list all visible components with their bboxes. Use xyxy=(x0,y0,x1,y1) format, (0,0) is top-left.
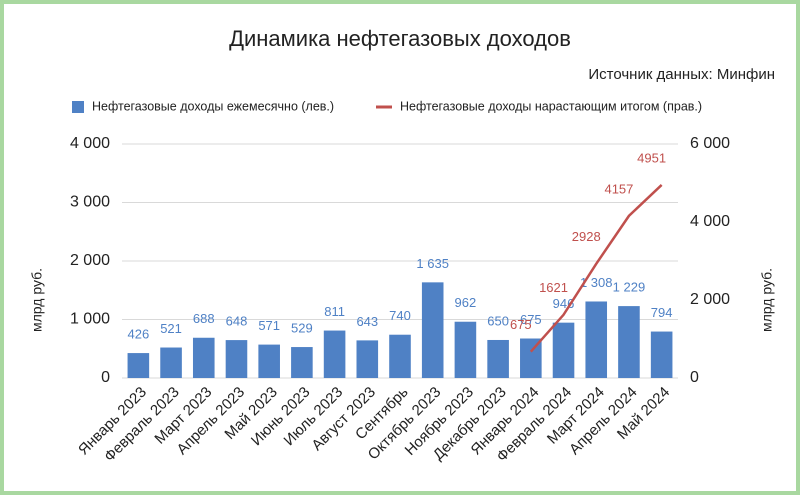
bar-value-label: 1 229 xyxy=(613,280,646,295)
bar xyxy=(650,331,673,378)
bar xyxy=(356,340,379,378)
bar-value-label: 675 xyxy=(520,312,542,327)
line-value-label: 4157 xyxy=(604,181,633,196)
y2-tick-label: 4 000 xyxy=(690,213,730,230)
y2-axis-label: млрд руб. xyxy=(759,268,775,332)
legend-label: Нефтегазовые доходы ежемесячно (лев.) xyxy=(92,99,334,113)
bar xyxy=(618,306,640,378)
line-value-label: 2928 xyxy=(572,229,601,244)
bar xyxy=(454,321,477,378)
bar-value-label: 529 xyxy=(291,320,313,335)
bar-value-label: 648 xyxy=(226,314,248,329)
line-value-label: 675 xyxy=(510,317,532,332)
bar xyxy=(421,282,444,378)
bar xyxy=(225,340,248,378)
y2-tick-label: 6 000 xyxy=(690,135,730,152)
bar xyxy=(160,347,182,378)
line-value-label: 4951 xyxy=(637,150,666,165)
y2-tick-label: 0 xyxy=(690,369,699,386)
bar-value-label: 426 xyxy=(128,327,150,342)
bar-value-label: 1 635 xyxy=(416,256,449,271)
y-tick-label: 2 000 xyxy=(70,252,110,269)
bar-value-label: 521 xyxy=(160,321,182,336)
bar xyxy=(323,330,346,378)
bar-value-label: 962 xyxy=(455,295,477,310)
bar xyxy=(258,344,280,378)
legend-label: Нефтегазовые доходы нарастающим итогом (… xyxy=(400,99,702,113)
y2-tick-label: 2 000 xyxy=(690,291,730,308)
bar xyxy=(585,301,608,378)
y-axis-label: млрд руб. xyxy=(29,268,45,332)
bar-value-label: 688 xyxy=(193,311,215,326)
chart-subtitle: Источник данных: Минфин xyxy=(588,66,775,83)
bar xyxy=(552,322,575,378)
bar xyxy=(127,353,150,378)
line xyxy=(529,184,663,353)
bar-value-label: 650 xyxy=(487,313,509,328)
line-value-label: 1621 xyxy=(539,280,568,295)
legend-swatch xyxy=(72,101,84,113)
bar xyxy=(520,338,542,378)
bar-value-label: 811 xyxy=(324,304,345,319)
y-tick-label: 4 000 xyxy=(70,135,110,152)
bar xyxy=(487,339,509,378)
bar-value-label: 740 xyxy=(389,308,411,323)
bar xyxy=(192,337,215,378)
bar-value-label: 794 xyxy=(651,305,673,320)
bar-value-label: 571 xyxy=(258,318,280,333)
bar xyxy=(291,347,313,378)
y-tick-label: 3 000 xyxy=(70,194,110,211)
chart-title: Динамика нефтегазовых доходов xyxy=(229,26,571,51)
bar-value-label: 643 xyxy=(356,314,378,329)
y-tick-label: 1 000 xyxy=(70,311,110,328)
y-tick-label: 0 xyxy=(101,369,110,386)
bar xyxy=(389,334,411,378)
